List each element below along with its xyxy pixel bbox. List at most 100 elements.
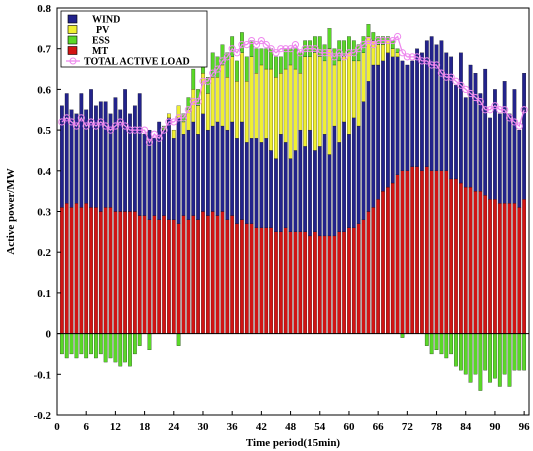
bar-wind-21 bbox=[157, 121, 162, 220]
bar-mt-79 bbox=[439, 170, 444, 334]
bar-ess-17 bbox=[137, 333, 142, 346]
x-tick-label: 18 bbox=[139, 421, 151, 433]
bar-pv-30 bbox=[201, 72, 205, 114]
load-marker-93 bbox=[505, 114, 514, 122]
plot-frame bbox=[56, 7, 530, 416]
x-tick-label: 84 bbox=[460, 421, 472, 433]
load-marker-30 bbox=[199, 77, 207, 85]
load-marker-37 bbox=[233, 49, 241, 57]
load-marker-3 bbox=[68, 118, 76, 126]
bar-pv-54 bbox=[317, 56, 322, 147]
load-marker-72 bbox=[403, 53, 411, 61]
bar-mt-10 bbox=[103, 207, 108, 334]
bar-mt-87 bbox=[478, 191, 483, 334]
load-marker-54 bbox=[316, 49, 324, 57]
bar-ess-11 bbox=[108, 333, 113, 359]
load-marker-95 bbox=[515, 122, 523, 130]
load-marker-9 bbox=[97, 118, 105, 126]
load-marker-19 bbox=[145, 138, 154, 146]
bar-wind-71 bbox=[400, 60, 405, 171]
load-marker-51 bbox=[301, 45, 309, 53]
bar-mt-24 bbox=[171, 219, 176, 334]
bar-mt-73 bbox=[410, 166, 415, 334]
legend-swatch-wind bbox=[67, 14, 78, 24]
x-tick-label: 42 bbox=[256, 421, 268, 433]
bar-ess-78 bbox=[434, 333, 439, 351]
bar-mt-43 bbox=[264, 227, 269, 334]
load-marker-18 bbox=[140, 126, 149, 134]
bar-pv-60 bbox=[347, 52, 351, 135]
bar-mt-57 bbox=[332, 235, 337, 334]
bar-wind-33 bbox=[215, 121, 220, 216]
bar-wind-55 bbox=[322, 134, 327, 237]
bar-wind-23 bbox=[167, 117, 171, 220]
bar-ess-56 bbox=[327, 28, 332, 49]
bar-pv-68 bbox=[386, 40, 390, 53]
x-tick-label: 24 bbox=[168, 421, 180, 433]
bar-mt-53 bbox=[313, 231, 317, 334]
bar-pv-34 bbox=[220, 64, 225, 127]
bar-ess-45 bbox=[274, 56, 278, 78]
bar-mt-26 bbox=[181, 215, 186, 334]
x-tick-label: 60 bbox=[343, 421, 355, 433]
bar-wind-32 bbox=[210, 125, 215, 212]
bar-mt-62 bbox=[356, 223, 361, 334]
bar-mt-2 bbox=[64, 203, 69, 334]
legend-swatch-mt bbox=[67, 46, 78, 55]
load-marker-8 bbox=[92, 122, 100, 130]
bar-wind-60 bbox=[347, 134, 351, 228]
load-marker-48 bbox=[286, 45, 295, 53]
bar-wind-52 bbox=[308, 129, 312, 237]
load-marker-42 bbox=[257, 36, 265, 45]
bar-mt-9 bbox=[98, 211, 103, 334]
bar-pv-23 bbox=[167, 113, 171, 119]
bar-mt-33 bbox=[215, 215, 220, 334]
bar-wind-12 bbox=[113, 97, 118, 212]
bar-mt-68 bbox=[386, 186, 390, 334]
bar-ess-39 bbox=[244, 56, 249, 82]
bar-wind-15 bbox=[128, 113, 132, 212]
load-marker-2 bbox=[63, 114, 71, 122]
bar-ess-31 bbox=[205, 77, 210, 94]
bar-ess-14 bbox=[123, 333, 127, 363]
load-marker-94 bbox=[510, 118, 519, 126]
x-axis-title: Time period(15min) bbox=[246, 437, 341, 449]
bar-ess-10 bbox=[103, 333, 108, 363]
bar-wind-34 bbox=[220, 125, 225, 212]
bar-wind-20 bbox=[152, 138, 157, 216]
bar-ess-85 bbox=[468, 333, 473, 383]
load-marker-77 bbox=[428, 61, 436, 69]
bar-mt-89 bbox=[488, 199, 492, 334]
bar-mt-48 bbox=[288, 231, 293, 334]
load-marker-82 bbox=[452, 77, 460, 85]
bar-wind-68 bbox=[386, 52, 390, 188]
bar-wind-29 bbox=[196, 134, 200, 220]
y-tick-label: 0.5 bbox=[37, 125, 51, 137]
bar-pv-66 bbox=[376, 44, 381, 66]
bar-pv-62 bbox=[356, 60, 361, 127]
load-marker-7 bbox=[87, 118, 95, 126]
bar-ess-12 bbox=[113, 333, 118, 363]
bar-wind-54 bbox=[317, 146, 322, 237]
bar-ess-69 bbox=[390, 40, 395, 49]
bar-wind-53 bbox=[313, 150, 317, 232]
load-marker-64 bbox=[364, 36, 373, 45]
load-marker-71 bbox=[398, 49, 407, 57]
bar-wind-90 bbox=[493, 89, 497, 200]
bar-pv-69 bbox=[390, 48, 395, 57]
bar-mt-81 bbox=[449, 178, 454, 334]
y-tick-label: -0.1 bbox=[34, 369, 51, 381]
bar-pv-47 bbox=[283, 68, 288, 143]
bar-ess-93 bbox=[507, 333, 512, 387]
bar-ess-82 bbox=[454, 333, 458, 367]
load-marker-75 bbox=[418, 57, 426, 65]
bar-wind-61 bbox=[351, 117, 356, 228]
load-marker-27 bbox=[184, 106, 192, 114]
bar-wind-59 bbox=[342, 121, 346, 232]
bar-mt-91 bbox=[497, 203, 502, 334]
bar-mt-39 bbox=[244, 223, 249, 334]
bar-mt-90 bbox=[493, 199, 497, 334]
bar-mt-6 bbox=[84, 203, 89, 334]
